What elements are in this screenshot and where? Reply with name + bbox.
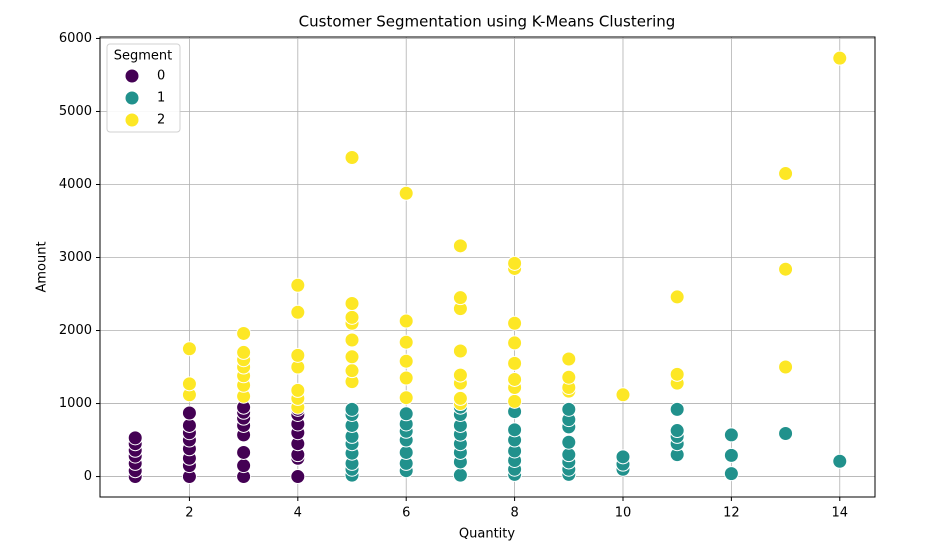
point <box>723 427 739 443</box>
point <box>778 166 794 182</box>
y-tick-label: 5000 <box>59 104 92 119</box>
plot-frame <box>99 36 876 498</box>
chart-title: Customer Segmentation using K-Means Clus… <box>299 13 676 31</box>
point <box>615 449 631 465</box>
point <box>236 325 252 341</box>
legend-marker <box>124 112 140 128</box>
point <box>290 469 306 485</box>
point <box>398 185 414 201</box>
point <box>507 371 523 387</box>
point <box>236 344 252 360</box>
point <box>452 367 468 383</box>
point <box>290 347 306 363</box>
point <box>236 458 252 474</box>
point <box>507 422 523 438</box>
x-tick-label: 12 <box>723 506 740 521</box>
point <box>507 355 523 371</box>
point <box>669 366 685 382</box>
point <box>398 390 414 406</box>
legend-label: 2 <box>157 113 165 128</box>
point <box>290 304 306 320</box>
legend-box <box>106 43 181 133</box>
point <box>398 370 414 386</box>
legend-label: 1 <box>157 91 165 106</box>
point <box>127 430 143 446</box>
x-tick-label: 6 <box>402 506 410 521</box>
point <box>398 313 414 329</box>
point <box>181 341 197 357</box>
point <box>344 296 360 312</box>
x-tick-label: 14 <box>831 506 848 521</box>
point <box>507 393 523 409</box>
point <box>181 405 197 421</box>
x-tick-label: 4 <box>294 506 302 521</box>
x-tick-label: 8 <box>510 506 518 521</box>
point <box>669 423 685 439</box>
point <box>778 359 794 375</box>
point <box>723 466 739 482</box>
point <box>452 238 468 254</box>
y-tick-label: 4000 <box>59 177 92 192</box>
point <box>236 444 252 460</box>
x-axis-label: Quantity <box>459 527 515 542</box>
y-axis-label: Amount <box>35 241 50 292</box>
point <box>832 50 848 66</box>
point <box>452 390 468 406</box>
point <box>561 369 577 385</box>
point <box>507 315 523 331</box>
point <box>344 149 360 165</box>
point <box>344 309 360 325</box>
legend-title: Segment <box>114 49 173 64</box>
x-tick-label: 2 <box>185 506 193 521</box>
point <box>181 376 197 392</box>
point <box>561 434 577 450</box>
y-tick-label: 6000 <box>59 31 92 46</box>
point <box>398 334 414 350</box>
point <box>778 425 794 441</box>
point <box>723 447 739 463</box>
point <box>344 401 360 417</box>
point <box>507 335 523 351</box>
point <box>181 417 197 433</box>
y-tick-label: 1000 <box>59 396 92 411</box>
point <box>344 363 360 379</box>
point <box>344 349 360 365</box>
point <box>832 453 848 469</box>
point <box>398 353 414 369</box>
point <box>669 401 685 417</box>
point <box>290 382 306 398</box>
point <box>561 401 577 417</box>
legend-marker <box>124 68 140 84</box>
point <box>669 289 685 305</box>
point <box>398 444 414 460</box>
y-tick-label: 0 <box>84 469 92 484</box>
point <box>290 277 306 293</box>
y-tick-label: 2000 <box>59 323 92 338</box>
y-tick-label: 3000 <box>59 250 92 265</box>
legend-marker <box>124 90 140 106</box>
x-tick-label: 10 <box>615 506 632 521</box>
point <box>778 261 794 277</box>
point <box>398 406 414 422</box>
point <box>615 387 631 403</box>
point <box>452 290 468 306</box>
point <box>452 467 468 483</box>
legend-label: 0 <box>157 69 165 84</box>
point <box>344 332 360 348</box>
point <box>507 255 523 271</box>
point <box>561 351 577 367</box>
point <box>452 343 468 359</box>
point <box>561 447 577 463</box>
